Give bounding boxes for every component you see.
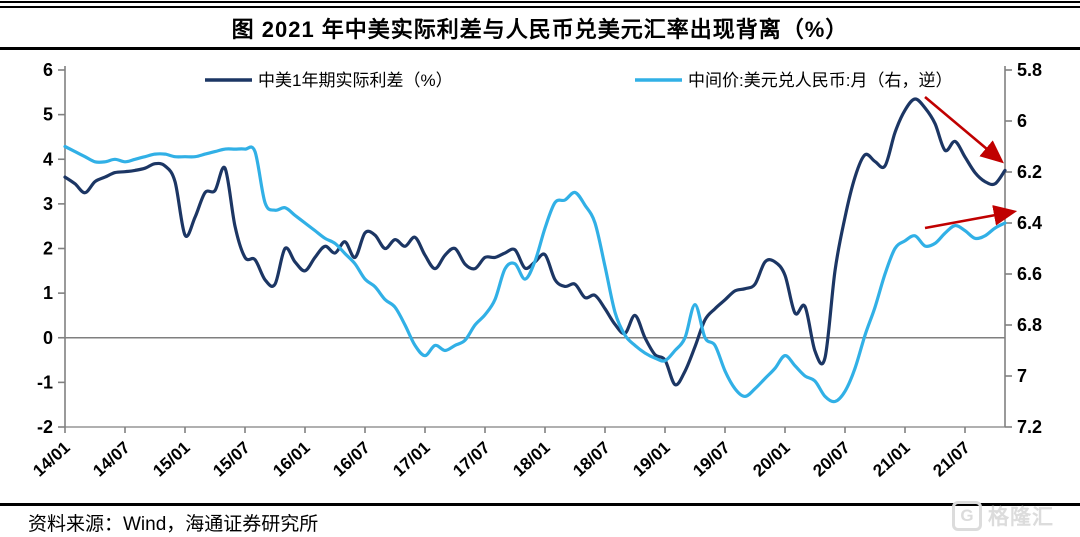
data-source-note: 资料来源：Wind，海通证券研究所 — [28, 514, 319, 535]
spread-divergence-arrow-icon — [924, 96, 1004, 164]
x-axis-tick-label: 16/01 — [269, 438, 313, 481]
right-axis-tick-label: 6.8 — [1017, 315, 1042, 335]
left-axis-tick-label: 3 — [43, 194, 53, 214]
x-axis-tick-label: 21/07 — [929, 438, 973, 481]
watermark: G 格隆汇 — [952, 501, 1054, 531]
right-axis-tick-label: 7.2 — [1017, 417, 1042, 437]
left-axis-tick-label: 2 — [43, 239, 53, 259]
top-double-rule-2 — [0, 6, 1080, 8]
x-axis-tick-label: 18/07 — [569, 438, 613, 481]
x-axis-tick-label: 21/01 — [869, 438, 913, 481]
exchange-rate-series-line — [63, 144, 1007, 404]
legend-label: 中间价:美元兑人民币:月（右，逆） — [688, 71, 952, 90]
x-axis-tick-label: 16/07 — [329, 438, 373, 481]
x-axis-tick-label: 14/07 — [89, 438, 133, 481]
x-axis-tick-label: 15/07 — [209, 438, 253, 481]
x-axis-tick-label: 18/01 — [509, 438, 553, 481]
right-axis-tick-label: 5.8 — [1017, 60, 1042, 80]
left-axis-tick-label: 5 — [43, 105, 53, 125]
chart-title: 图 2021 年中美实际利差与人民币兑美元汇率出现背离（%） — [231, 17, 849, 42]
left-axis-tick-label: 1 — [43, 283, 53, 303]
footer-divider-rule — [0, 503, 1080, 506]
right-axis-tick-label: 6.2 — [1017, 162, 1042, 182]
top-double-rule-1 — [0, 1, 1080, 3]
left-axis-tick-label: 6 — [43, 60, 53, 80]
right-axis-tick-label: 6.4 — [1017, 213, 1042, 233]
right-axis-tick-label: 6.6 — [1017, 264, 1042, 284]
x-axis-tick-label: 19/07 — [689, 438, 733, 481]
left-axis-tick-label: 0 — [43, 328, 53, 348]
x-axis-tick-label: 19/01 — [629, 438, 673, 481]
legend-label: 中美1年期实际利差（%） — [258, 71, 453, 90]
x-axis-tick-label: 14/01 — [29, 438, 73, 481]
rate-divergence-arrow-icon — [924, 205, 1018, 230]
right-axis-tick-label: 7 — [1017, 366, 1027, 386]
watermark-text: 格隆汇 — [988, 506, 1054, 529]
x-axis-tick-label: 20/07 — [809, 438, 853, 481]
x-axis-tick-label: 20/01 — [749, 438, 793, 481]
x-axis-tick-label: 17/07 — [449, 438, 493, 481]
left-axis-tick-label: -1 — [37, 372, 53, 392]
left-axis-tick-label: 4 — [43, 149, 53, 169]
x-axis-tick-label: 15/01 — [149, 438, 193, 481]
left-axis-tick-label: -2 — [37, 417, 53, 437]
gelonghui-logo-icon: G — [952, 501, 982, 531]
x-axis-tick-label: 17/01 — [389, 438, 433, 481]
right-axis-tick-label: 6 — [1017, 111, 1027, 131]
title-divider-rule — [0, 47, 1080, 50]
